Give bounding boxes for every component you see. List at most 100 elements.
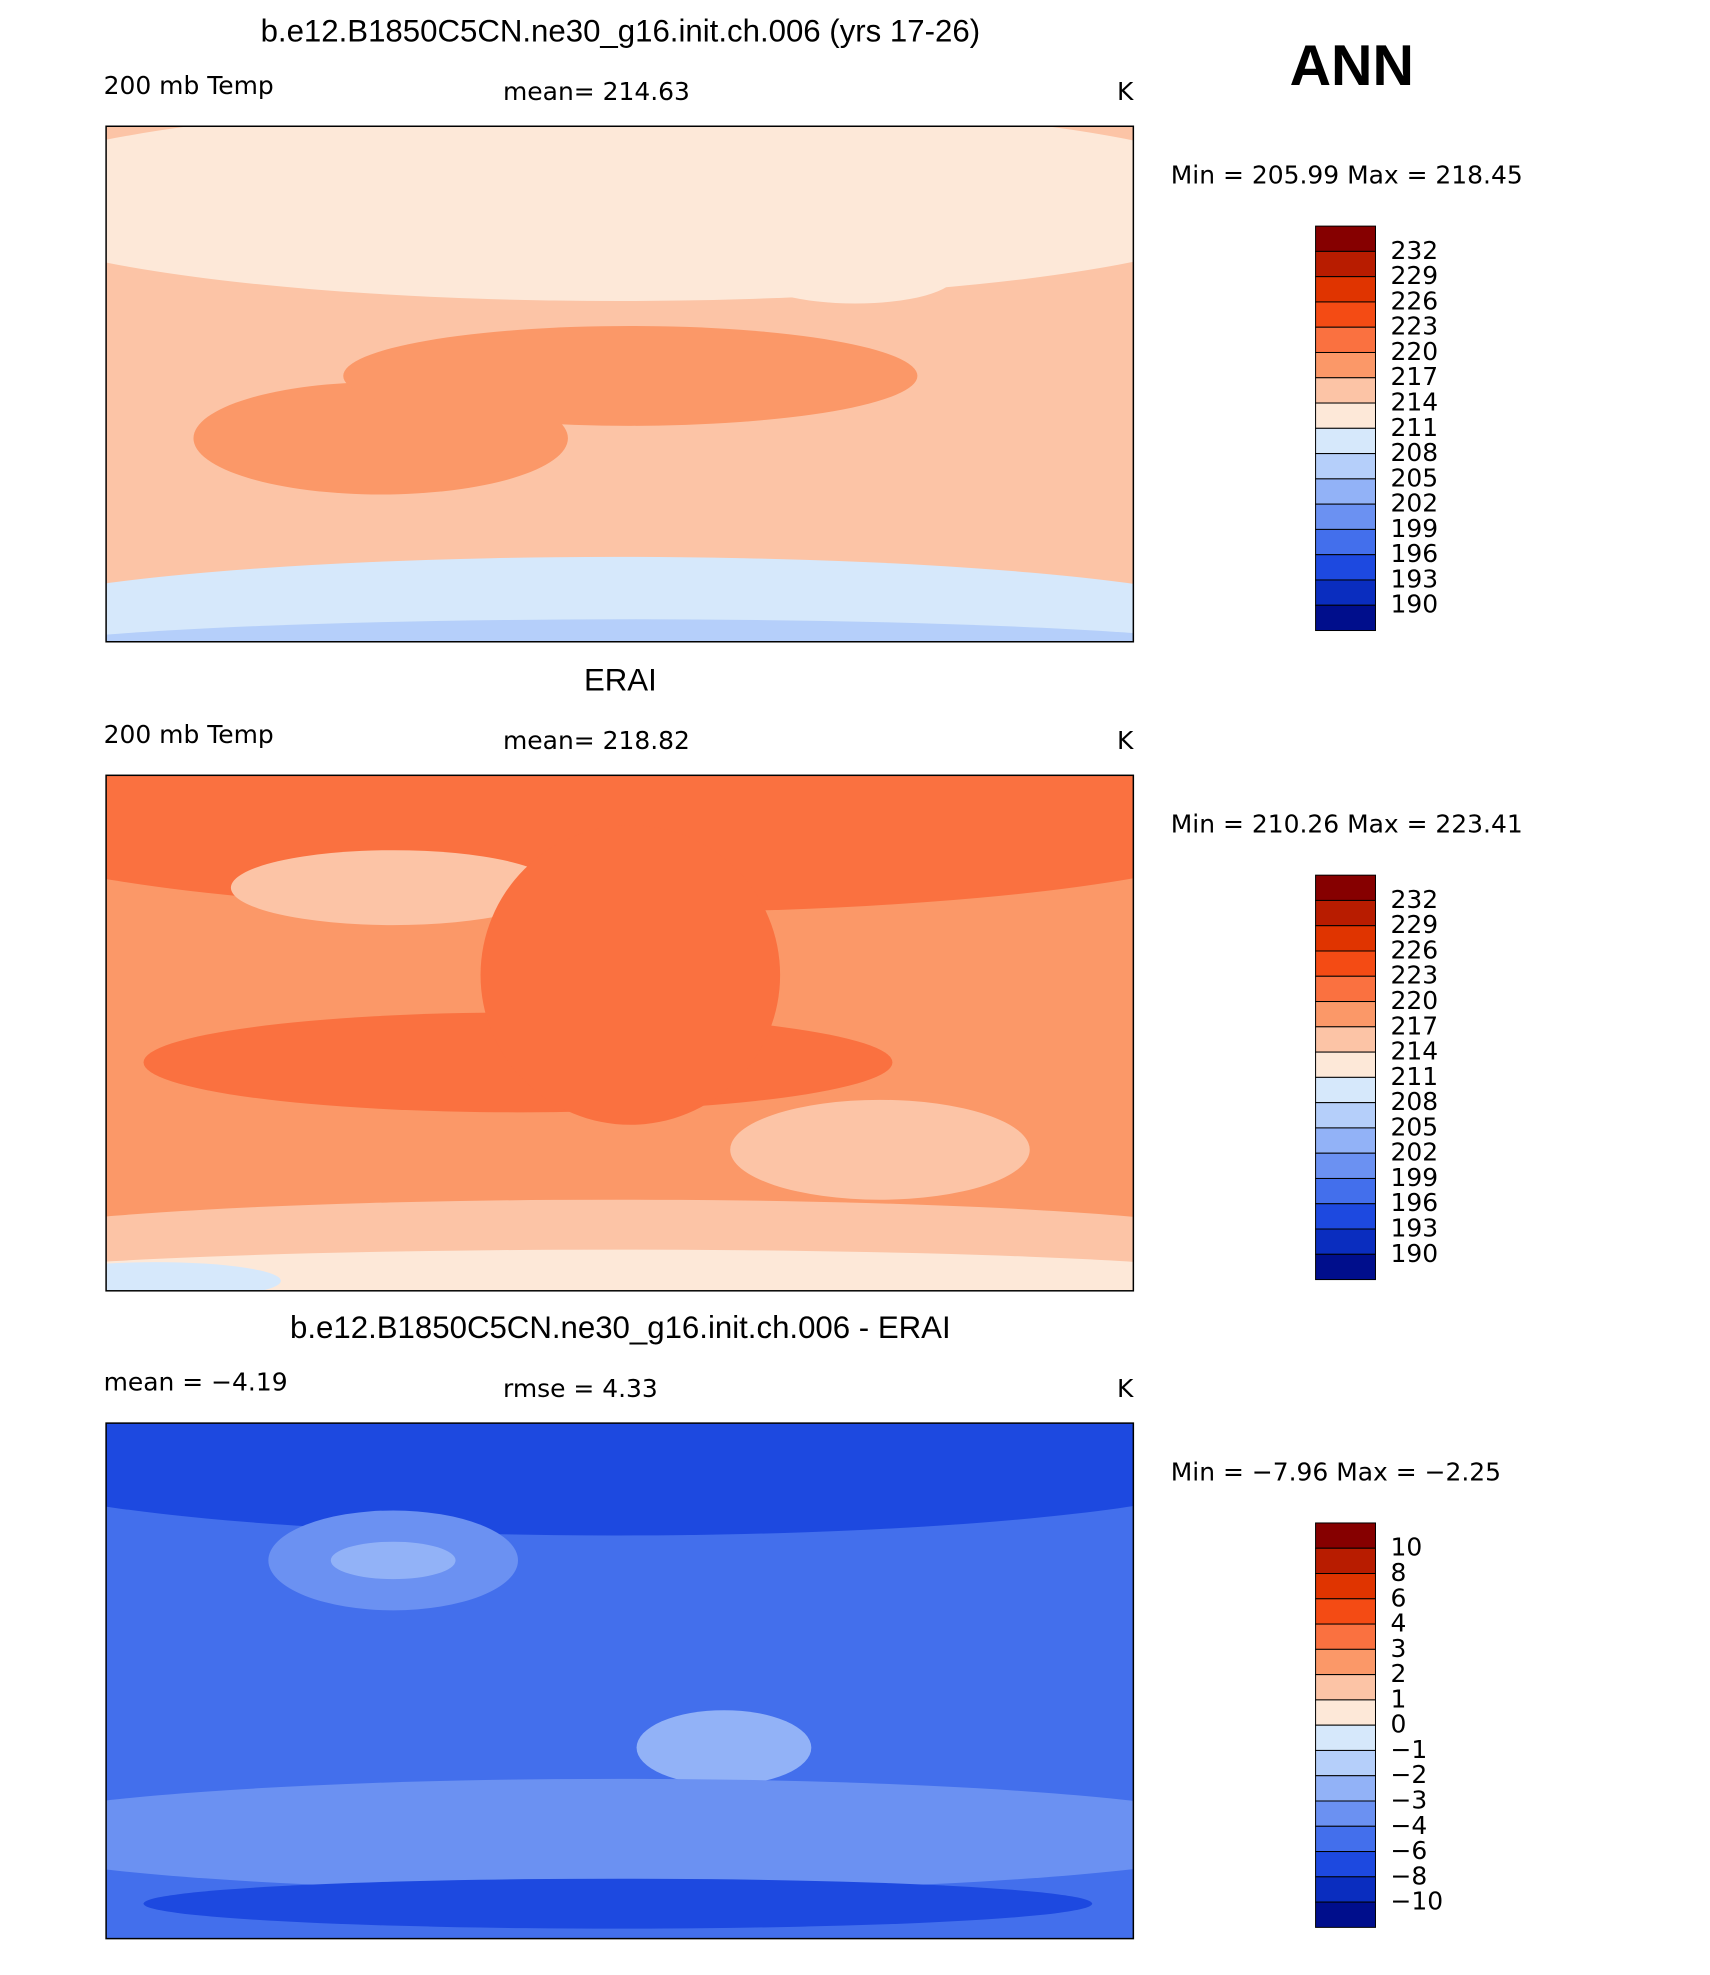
colorbar-box <box>1315 225 1376 252</box>
colorbar-label: 190 <box>1390 590 1438 619</box>
panel-title: b.e12.B1850C5CN.ne30_g16.init.ch.006 - E… <box>290 1310 951 1345</box>
contour-region <box>106 1423 1134 1536</box>
colorbar-box <box>1315 402 1376 429</box>
colorbar-label: 202 <box>1390 489 1438 518</box>
panel-range: Min = 210.26 Max = 223.41 <box>1171 810 1523 839</box>
colorbar-label: −2 <box>1390 1760 1427 1789</box>
colorbar-label: 205 <box>1390 1112 1438 1141</box>
colorbar-label: 220 <box>1390 986 1438 1015</box>
colorbar-label: 217 <box>1390 1011 1438 1040</box>
map <box>106 775 1134 1291</box>
colorbar-box <box>1315 1598 1376 1625</box>
colorbar-label: 229 <box>1390 261 1438 290</box>
colorbar-label: 202 <box>1390 1138 1438 1167</box>
colorbar-label: 220 <box>1390 337 1438 366</box>
contour-region <box>480 825 781 1125</box>
colorbar-label: 232 <box>1390 236 1438 265</box>
colorbar-label: 217 <box>1390 362 1438 391</box>
colorbar-box <box>1315 351 1376 379</box>
colorbar-box <box>1315 1674 1376 1701</box>
colorbar-box <box>1315 301 1376 328</box>
contour-region <box>755 248 955 304</box>
panel-title: ERAI <box>584 662 657 697</box>
colorbar-label: −4 <box>1390 1811 1427 1840</box>
colorbar-label: −6 <box>1390 1836 1427 1865</box>
colorbar-box <box>1315 1800 1376 1827</box>
colorbar-label: 3 <box>1390 1634 1406 1663</box>
colorbar-label: 211 <box>1390 413 1438 442</box>
colorbar-label: 211 <box>1390 1062 1438 1091</box>
contour-region <box>106 1262 281 1291</box>
colorbar-box <box>1315 1102 1376 1129</box>
panel-center-label: mean= 218.82 <box>503 726 690 755</box>
map <box>106 1423 1134 1939</box>
colorbar-box <box>1315 1177 1376 1205</box>
contour-region <box>106 619 1134 642</box>
panel-center-label: mean= 214.63 <box>503 77 690 106</box>
colorbar-box <box>1315 478 1376 505</box>
panel-center-label: rmse = 4.33 <box>503 1374 658 1403</box>
panel-left-label: 200 mb Temp <box>104 71 274 100</box>
map-frame <box>105 1422 1135 1940</box>
colorbar-label: 199 <box>1390 1163 1438 1192</box>
contour-region <box>106 1778 1134 1892</box>
colorbar-label: 226 <box>1390 286 1438 315</box>
colorbar-label: 205 <box>1390 463 1438 492</box>
colorbar-label: 214 <box>1390 1037 1438 1066</box>
colorbar-box <box>1315 503 1376 530</box>
contour-region <box>343 325 918 426</box>
colorbar-box <box>1315 427 1376 455</box>
colorbar-label: 8 <box>1390 1558 1406 1587</box>
colorbar-box <box>1315 1825 1376 1853</box>
colorbar-box <box>1315 1522 1376 1549</box>
colorbar-box <box>1315 1573 1376 1600</box>
colorbar-box <box>1315 377 1376 404</box>
map-frame <box>105 125 1135 643</box>
contour-region <box>106 556 1134 642</box>
colorbar-label: 214 <box>1390 388 1438 417</box>
colorbar-box <box>1315 1623 1376 1650</box>
colorbar-box <box>1315 276 1376 303</box>
colorbar-label: 10 <box>1390 1533 1422 1562</box>
colorbar-box <box>1315 1724 1376 1751</box>
colorbar-box <box>1315 554 1376 581</box>
colorbar-label: 208 <box>1390 438 1438 467</box>
colorbar-box <box>1315 250 1376 278</box>
panel-title: b.e12.B1850C5CN.ne30_g16.init.ch.006 (yr… <box>261 13 981 48</box>
colorbar-label: 199 <box>1390 514 1438 543</box>
colorbar-label: 223 <box>1390 312 1438 341</box>
colorbar-box <box>1315 1749 1376 1777</box>
colorbar-box <box>1315 1775 1376 1802</box>
colorbar-box <box>1315 1127 1376 1154</box>
season-title: ANN <box>1290 34 1414 98</box>
colorbar-box <box>1315 1851 1376 1878</box>
panel-units: K <box>1117 726 1134 755</box>
colorbar-label: 6 <box>1390 1583 1406 1612</box>
panel-range: Min = 205.99 Max = 218.45 <box>1171 161 1523 190</box>
colorbar-label: 193 <box>1390 1214 1438 1243</box>
colorbar-label: 196 <box>1390 539 1438 568</box>
panel-units: K <box>1117 1374 1134 1403</box>
colorbar-label: 193 <box>1390 564 1438 593</box>
contour-region <box>230 850 556 926</box>
panel-left-label: mean = −4.19 <box>104 1368 288 1397</box>
colorbar-box <box>1315 1152 1376 1179</box>
colorbar-box <box>1315 1026 1376 1053</box>
colorbar-box <box>1315 1001 1376 1028</box>
map-frame <box>105 774 1135 1292</box>
panel-range: Min = −7.96 Max = −2.25 <box>1171 1458 1501 1487</box>
colorbar-label: 196 <box>1390 1188 1438 1217</box>
colorbar-box <box>1315 579 1376 606</box>
contour-region <box>730 1099 1030 1200</box>
colorbar-label: 1 <box>1390 1684 1406 1713</box>
colorbar-box <box>1315 1228 1376 1255</box>
colorbar-box <box>1315 874 1376 901</box>
colorbar-label: 190 <box>1390 1239 1438 1268</box>
colorbar-box <box>1315 1076 1376 1104</box>
contour-region <box>106 1249 1134 1291</box>
contour-region <box>143 1878 1093 1929</box>
contour-region <box>106 126 1134 301</box>
colorbar-box <box>1315 604 1376 632</box>
colorbar-label: −8 <box>1390 1861 1427 1890</box>
